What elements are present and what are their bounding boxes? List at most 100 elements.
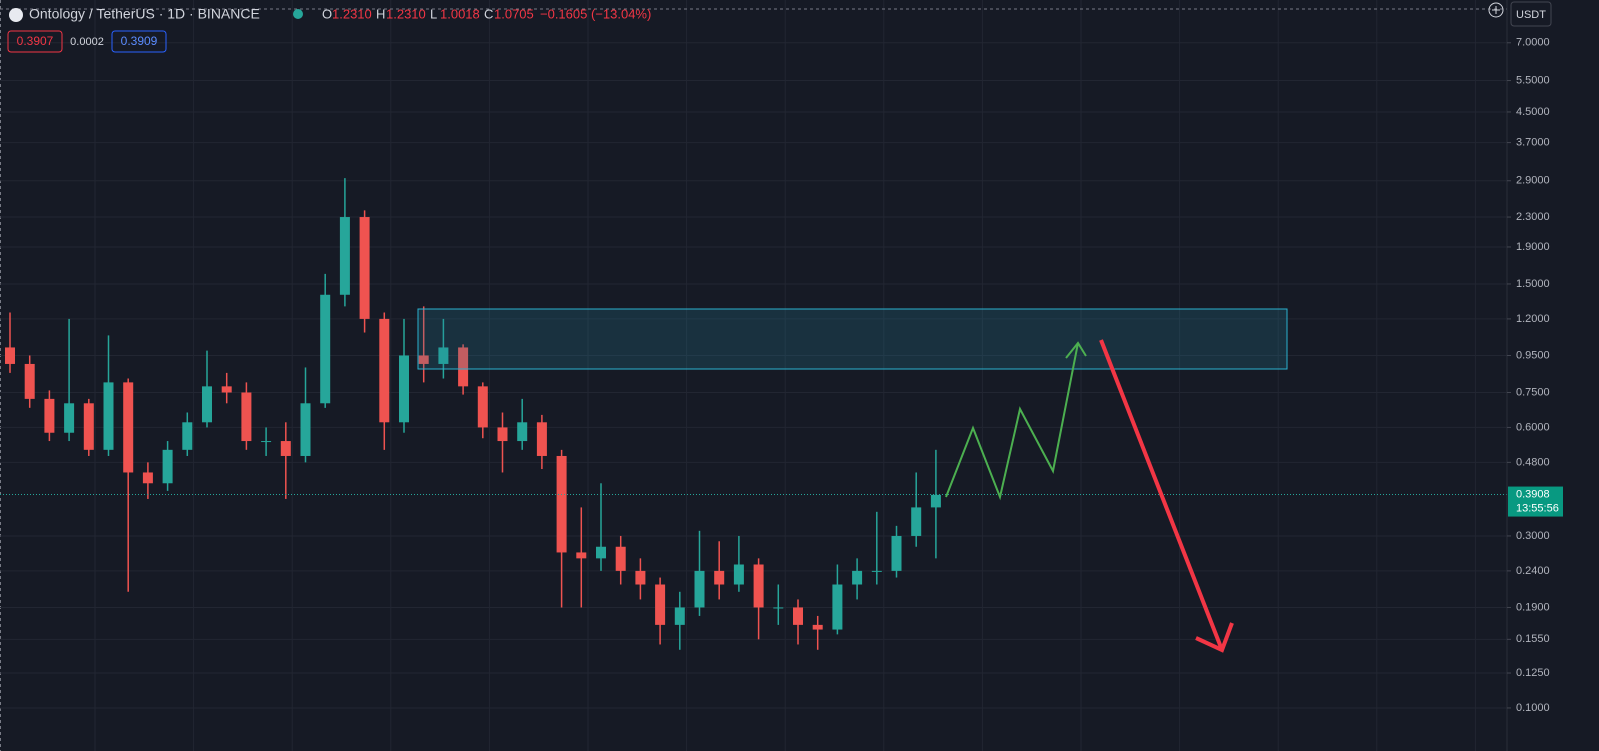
projection-arrowhead [1065, 341, 1087, 359]
candle-body [930, 494, 941, 508]
bid[interactable]: 0.3907 [17, 34, 54, 48]
change: −0.1605 (−13.04%) [540, 6, 651, 21]
last-price-label: 0.3908 [1516, 488, 1550, 500]
y-tick-label: 1.2000 [1516, 313, 1550, 325]
y-tick-label: 0.4800 [1516, 456, 1550, 468]
candle-body [852, 570, 863, 585]
candle-body [714, 570, 725, 585]
ohlc-value: 1.2310 [332, 6, 372, 21]
candle-body [5, 347, 15, 364]
y-tick-label: 0.1550 [1516, 633, 1550, 645]
spread: 0.0002 [70, 36, 104, 48]
candle-body [438, 347, 449, 364]
candle-body [182, 422, 193, 450]
ohlc-legend: O 1.2310 H 1.2310 L 1.0018 C 1.0705 [322, 6, 534, 21]
add-button[interactable] [1488, 2, 1504, 18]
candle-body [123, 382, 134, 473]
candle-body [64, 403, 75, 433]
candle-body [832, 584, 843, 630]
candle-body [891, 535, 902, 571]
y-tick-label: 1.9000 [1516, 241, 1550, 253]
ohlc-key: H [376, 6, 385, 21]
y-tick-label: 0.9500 [1516, 349, 1550, 361]
ohlc-key: L [430, 6, 437, 21]
vertical-grid [94, 0, 1476, 751]
ohlc-key: O [322, 6, 332, 21]
candle-body [536, 422, 547, 456]
candle-body [241, 392, 252, 442]
down-arrowhead [1195, 622, 1234, 653]
y-tick-label: 0.7500 [1516, 386, 1550, 398]
down-arrow [1099, 339, 1224, 651]
candle-body [477, 386, 488, 428]
last-price-tag [1508, 486, 1563, 517]
ohlc-value: 1.2310 [386, 6, 426, 21]
candle-body [674, 607, 685, 625]
candle-body [162, 449, 173, 484]
candle-body [44, 398, 55, 433]
candle-body [733, 564, 744, 585]
candle-body [280, 441, 291, 456]
currency-button[interactable] [1510, 1, 1552, 27]
y-tick-label: 2.3000 [1516, 211, 1550, 223]
ask-box[interactable] [111, 30, 167, 53]
candle-body [359, 217, 370, 319]
candle-body [576, 552, 587, 559]
candle-body [300, 403, 311, 456]
candle-body [635, 570, 646, 585]
candle-body [871, 570, 882, 572]
candle-body [596, 546, 606, 559]
plot [0, 42, 1507, 709]
y-tick-label: 0.1250 [1516, 667, 1550, 679]
candle-body [773, 607, 784, 609]
candle-body [24, 363, 35, 399]
y-tick-label: 0.3000 [1516, 530, 1550, 542]
candle-body [103, 382, 114, 450]
symbol: Ontology / TetherUS · 1D · BINANCE [29, 6, 260, 22]
price-axis: 7.0000 5.5000 4.5000 3.7000 2.9000 2.3000 1.90… [1507, 37, 1563, 714]
candle-body [142, 472, 153, 484]
candle-body [497, 427, 508, 442]
candle-body [458, 347, 469, 387]
candle-body [517, 422, 528, 442]
zone-rectangle [417, 308, 1288, 370]
candle-body [911, 507, 922, 536]
candle-body [556, 455, 567, 553]
y-tick-label: 3.7000 [1516, 137, 1550, 149]
y-tick-label: 0.2400 [1516, 565, 1550, 577]
y-tick-label: 0.1900 [1516, 601, 1550, 613]
y-tick-label: 5.5000 [1516, 74, 1550, 86]
y-tick-label: 1.5000 [1516, 278, 1550, 290]
ask[interactable]: 0.3909 [121, 34, 158, 48]
candle-body [694, 570, 705, 608]
y-tick-label: 7.0000 [1516, 37, 1550, 49]
candle-body [655, 584, 666, 625]
candle-body [379, 318, 390, 423]
status-dot [293, 9, 303, 19]
candle-body [221, 386, 232, 393]
ohlc-key: C [484, 6, 493, 21]
y-tick-label: 2.9000 [1516, 175, 1550, 187]
y-tick-label: 0.6000 [1516, 421, 1550, 433]
candle-body [399, 355, 409, 423]
candle-body [615, 546, 626, 571]
symbol-icon [9, 8, 23, 22]
candle-body [83, 403, 94, 450]
candle-body [418, 355, 429, 364]
candle-body [202, 386, 212, 423]
projection-path [945, 342, 1079, 501]
candle-body [812, 624, 823, 630]
candle-body [261, 441, 272, 443]
add-icon [1492, 6, 1500, 14]
ohlc-value: 1.0705 [494, 6, 534, 21]
candle-body [793, 607, 803, 625]
y-tick-label: 4.5000 [1516, 106, 1550, 118]
ohlc-value: 1.0018 [440, 6, 480, 21]
candle-body [753, 564, 764, 608]
bid-box[interactable] [7, 30, 63, 53]
currency[interactable]: USDT [1516, 9, 1546, 21]
candle-body [320, 294, 331, 404]
